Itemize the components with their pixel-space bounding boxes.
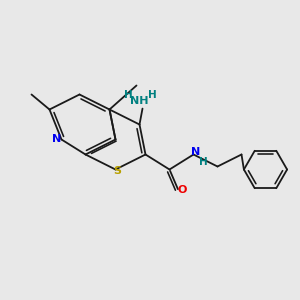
Text: O: O	[177, 185, 187, 195]
Text: NH: NH	[130, 96, 149, 106]
Text: H: H	[124, 90, 133, 100]
Text: S: S	[113, 166, 121, 176]
Text: H: H	[148, 90, 157, 100]
Text: H: H	[199, 157, 208, 167]
Text: N: N	[191, 147, 200, 157]
Text: N: N	[52, 134, 62, 145]
